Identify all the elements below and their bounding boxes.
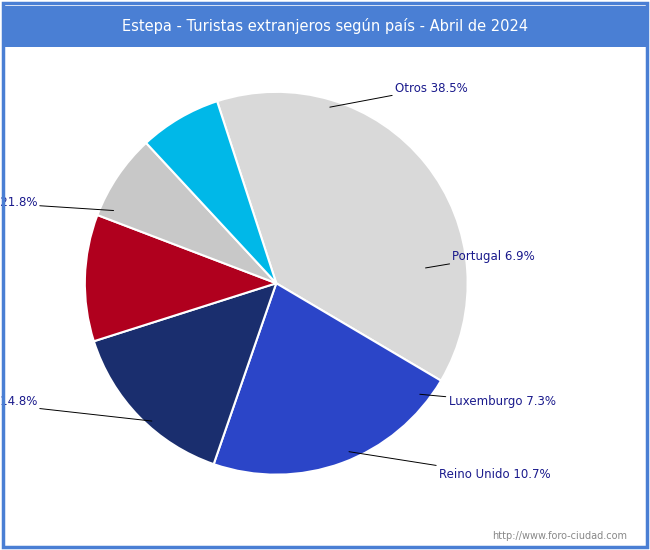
- Text: Portugal 6.9%: Portugal 6.9%: [426, 250, 535, 268]
- Wedge shape: [214, 283, 441, 475]
- Wedge shape: [217, 92, 467, 381]
- Text: Países Bajos 14.8%: Países Bajos 14.8%: [0, 395, 152, 421]
- Text: Otros 38.5%: Otros 38.5%: [330, 81, 467, 107]
- Text: http://www.foro-ciudad.com: http://www.foro-ciudad.com: [493, 531, 627, 541]
- Wedge shape: [85, 215, 276, 341]
- Wedge shape: [94, 283, 276, 464]
- Text: Estepa - Turistas extranjeros según país - Abril de 2024: Estepa - Turistas extranjeros según país…: [122, 18, 528, 34]
- Text: Francia 21.8%: Francia 21.8%: [0, 196, 114, 211]
- Text: Reino Unido 10.7%: Reino Unido 10.7%: [349, 452, 551, 481]
- Wedge shape: [146, 101, 276, 283]
- Wedge shape: [98, 143, 276, 283]
- Text: Luxemburgo 7.3%: Luxemburgo 7.3%: [420, 394, 556, 409]
